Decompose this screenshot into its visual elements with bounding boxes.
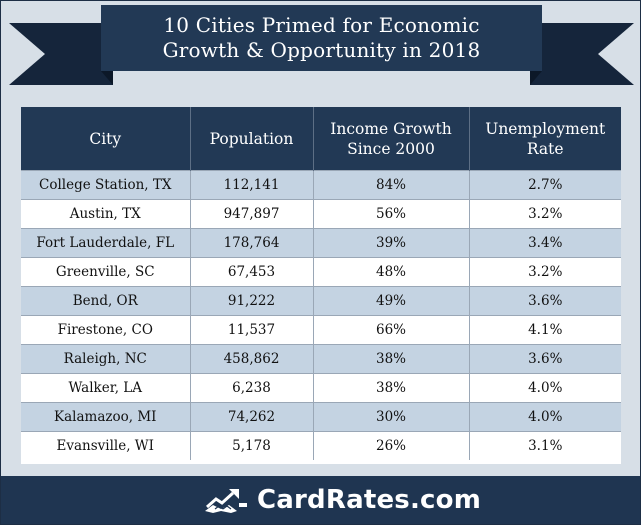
population-cell: 112,141 [190, 170, 314, 200]
table-row: Raleigh, NC 458,862 38% 3.6% [21, 344, 621, 374]
city-cell: Austin, TX [21, 199, 191, 229]
footer-bar: CardRates.com [1, 476, 640, 524]
income-growth-cell: 84% [313, 170, 470, 200]
cardrates-logo: CardRates.com [203, 482, 481, 518]
table-row: Evansville, WI 5,178 26% 3.1% [21, 431, 621, 460]
city-cell: Walker, LA [21, 373, 191, 403]
table-row: Greenville, SC 67,453 48% 3.2% [21, 257, 621, 287]
unemployment-cell: 3.4% [469, 228, 621, 258]
table-row: Firestone, CO 11,537 66% 4.1% [21, 315, 621, 345]
city-cell: Firestone, CO [21, 315, 191, 345]
income-growth-cell: 66% [313, 315, 470, 345]
unemployment-cell: 4.0% [469, 402, 621, 432]
header-income-growth-line1: Income Growth [330, 119, 452, 138]
income-growth-cell: 48% [313, 257, 470, 287]
table-row: College Station, TX 112,141 84% 2.7% [21, 170, 621, 200]
table-header-row: City Population Income Growth Since 2000 … [21, 107, 621, 171]
table-row: Austin, TX 947,897 56% 3.2% [21, 199, 621, 229]
table-body: College Station, TX 112,141 84% 2.7% Austin,… [21, 170, 621, 460]
city-cell: Fort Lauderdale, FL [21, 228, 191, 258]
city-cell: Bend, OR [21, 286, 191, 316]
table-row: Bend, OR 91,222 49% 3.6% [21, 286, 621, 316]
header-unemployment-line1: Unemployment [485, 119, 606, 138]
ribbon-banner [9, 5, 634, 85]
logo-text: CardRates.com [257, 485, 482, 515]
population-cell: 91,222 [190, 286, 314, 316]
income-growth-cell: 38% [313, 373, 470, 403]
income-growth-cell: 38% [313, 344, 470, 374]
unemployment-cell: 3.6% [469, 344, 621, 374]
income-growth-cell: 49% [313, 286, 470, 316]
population-cell: 74,262 [190, 402, 314, 432]
handshake-chart-icon [205, 489, 247, 513]
header-income-growth-line2: Since 2000 [347, 139, 435, 158]
unemployment-cell: 3.6% [469, 286, 621, 316]
city-cell: Raleigh, NC [21, 344, 191, 374]
population-cell: 11,537 [190, 315, 314, 345]
city-cell: Greenville, SC [21, 257, 191, 287]
population-cell: 458,862 [190, 344, 314, 374]
population-cell: 67,453 [190, 257, 314, 287]
table-row: Walker, LA 6,238 38% 4.0% [21, 373, 621, 403]
income-growth-cell: 56% [313, 199, 470, 229]
cities-table-container: City Population Income Growth Since 2000 … [21, 107, 621, 464]
city-cell: Kalamazoo, MI [21, 402, 191, 432]
income-growth-cell: 26% [313, 431, 470, 460]
city-cell: Evansville, WI [21, 431, 191, 460]
header-unemployment: Unemployment Rate [469, 107, 621, 171]
city-cell: College Station, TX [21, 170, 191, 200]
header-city: City [21, 107, 191, 171]
population-cell: 178,764 [190, 228, 314, 258]
table-row: Fort Lauderdale, FL 178,764 39% 3.4% [21, 228, 621, 258]
income-growth-cell: 30% [313, 402, 470, 432]
banner-title: 10 Cities Primed for Economic Growth & O… [1, 13, 640, 63]
table-row: Kalamazoo, MI 74,262 30% 4.0% [21, 402, 621, 432]
header-population: Population [190, 107, 314, 171]
unemployment-cell: 4.1% [469, 315, 621, 345]
banner-title-line1: 10 Cities Primed for Economic [163, 13, 480, 37]
population-cell: 947,897 [190, 199, 314, 229]
header-population-label: Population [209, 129, 294, 148]
population-cell: 6,238 [190, 373, 314, 403]
unemployment-cell: 3.2% [469, 199, 621, 229]
header-income-growth: Income Growth Since 2000 [313, 107, 470, 171]
unemployment-cell: 4.0% [469, 373, 621, 403]
header-city-label: City [89, 129, 122, 148]
income-growth-cell: 39% [313, 228, 470, 258]
population-cell: 5,178 [190, 431, 314, 460]
unemployment-cell: 2.7% [469, 170, 621, 200]
unemployment-cell: 3.2% [469, 257, 621, 287]
cities-table: City Population Income Growth Since 2000 … [21, 107, 621, 460]
banner-title-line2: Growth & Opportunity in 2018 [162, 38, 481, 62]
header-unemployment-line2: Rate [526, 139, 564, 158]
unemployment-cell: 3.1% [469, 431, 621, 460]
